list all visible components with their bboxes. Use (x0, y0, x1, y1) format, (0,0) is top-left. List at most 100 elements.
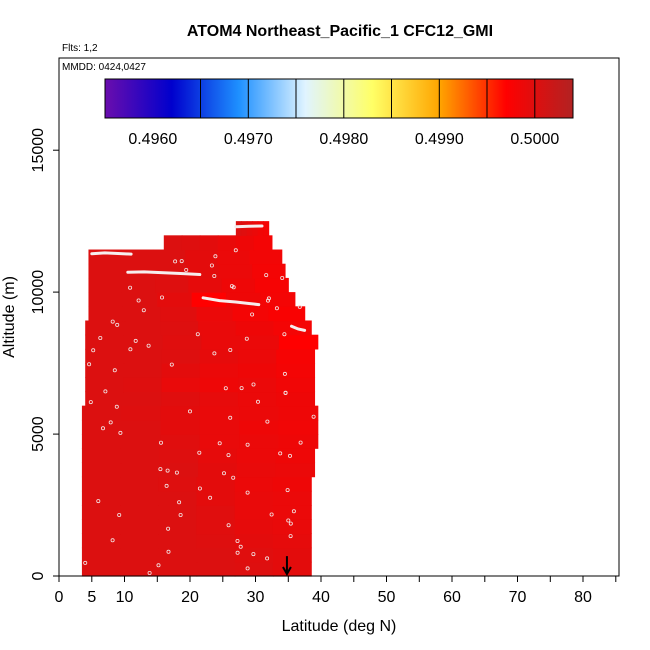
curtain-cell (254, 277, 289, 293)
profile-marker (165, 468, 170, 473)
profile-marker (217, 441, 222, 446)
profile-marker (112, 368, 117, 373)
curtain-cell (235, 320, 275, 336)
curtain-cell (276, 377, 316, 393)
profile-marker (103, 389, 108, 394)
curtain-cell (88, 292, 124, 307)
profile-marker (173, 259, 178, 264)
curtain-cell (217, 235, 237, 251)
curtain-cell (219, 263, 253, 279)
curtain-cell (199, 348, 239, 364)
curtain-cell (85, 363, 125, 378)
curtain-cell (275, 462, 316, 478)
curtain-cell (161, 377, 201, 393)
profile-marker (311, 414, 316, 419)
curtain-cell (272, 490, 312, 506)
profile-marker (298, 440, 303, 445)
x-axis-tick-label: 40 (312, 589, 330, 606)
x-axis-tick-label: 20 (181, 589, 199, 606)
curtain-cell (252, 221, 259, 236)
curtain-cell (238, 377, 277, 393)
curtain-cell (196, 561, 236, 577)
profile-marker (226, 523, 231, 528)
curtain-cell (81, 561, 121, 577)
profile-marker (282, 332, 287, 337)
x-axis-tick-label: 80 (574, 589, 592, 606)
curtain-cell (199, 377, 239, 393)
curtain-cell (276, 391, 316, 407)
curtain-cell (158, 519, 198, 535)
curtain-cell (240, 334, 280, 350)
profile-marker (141, 308, 146, 313)
curtain-cell (120, 249, 154, 265)
curtain-cell (81, 547, 121, 563)
curtain-cell (234, 547, 274, 563)
profile-marker (110, 538, 115, 543)
profile-marker (133, 338, 138, 343)
colorbar-tick-label: 0.4970 (224, 131, 273, 148)
curtain-cell (120, 533, 159, 549)
curtain-cell (234, 561, 274, 577)
profile-marker (244, 336, 249, 341)
x-axis-tick-label: 5 (87, 589, 96, 606)
dates-label: MMDD: 0424,0427 (62, 62, 146, 73)
curtain-cell (155, 277, 189, 293)
profile-marker (101, 426, 106, 431)
curtain-cell (123, 377, 163, 393)
curtain-cell (181, 235, 201, 251)
curtain-cell (160, 405, 201, 421)
profile-marker (251, 382, 256, 387)
profile-marker (118, 430, 123, 435)
profile-marker (255, 399, 260, 404)
profile-marker (166, 526, 171, 531)
profile-marker (280, 275, 285, 280)
flights-label: Flts: 1,2 (62, 43, 98, 54)
curtain-cell (85, 377, 125, 393)
profile-marker (264, 273, 269, 278)
profile-marker (128, 347, 133, 352)
profile-marker (128, 285, 133, 290)
profile-marker (269, 512, 274, 517)
curtain-cell (88, 306, 126, 322)
profile-marker (209, 263, 214, 268)
curtain-cell (120, 505, 159, 520)
curtain-cell (85, 334, 125, 350)
curtain-cell (81, 434, 122, 449)
profile-marker (288, 521, 293, 526)
profile-marker (235, 539, 240, 544)
profile-marker (197, 486, 202, 491)
profile-marker (146, 343, 151, 348)
curtain-cell (162, 334, 203, 350)
curtain-cell (120, 561, 159, 577)
curtain-cell (85, 320, 124, 336)
profile-marker (233, 248, 238, 253)
curtain-cell (196, 533, 236, 549)
x-axis-tick-label: 30 (247, 589, 265, 606)
profile-marker (98, 335, 103, 340)
profile-marker (265, 419, 270, 424)
curtain-cell (122, 320, 162, 336)
profile-marker (197, 450, 202, 455)
profile-marker (291, 509, 296, 514)
curtain-cell (238, 391, 277, 407)
curtain-cell (120, 448, 161, 464)
curtain-cell (120, 476, 159, 492)
profile-marker (177, 500, 182, 505)
curtain-cell (241, 221, 248, 236)
profile-marker (195, 332, 200, 337)
curtain-cell (276, 363, 316, 378)
profile-marker (158, 440, 163, 445)
curtain-cell (199, 235, 219, 251)
curtain-cell (234, 490, 274, 506)
profile-marker (208, 495, 213, 500)
curtain-cell (161, 348, 201, 364)
curtain-cell (278, 405, 319, 421)
x-axis: 0 5 10 20 30 40 50 60 70 80 (55, 576, 617, 606)
profile-marker (235, 550, 240, 555)
curtain-cell (272, 476, 312, 492)
curtain-cell (199, 419, 240, 435)
curtain-cell (157, 292, 193, 307)
curtain-cell (160, 306, 198, 322)
curtain-cell (239, 405, 280, 421)
profile-marker (212, 273, 217, 278)
